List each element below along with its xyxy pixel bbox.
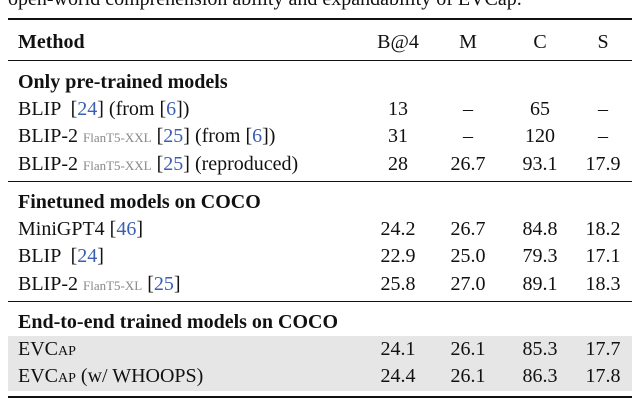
method-sub: FlanT5-XL [83, 277, 143, 293]
method-cite: 25 [153, 272, 174, 295]
row-shade [8, 335, 632, 364]
value-cell: 24.4 [380, 365, 416, 388]
value-cell: – [463, 125, 473, 148]
method-cell: BLIP-2 FlanT5-XXL [25] (from [6]) [18, 123, 275, 149]
header-cell: C [533, 31, 547, 53]
value-cell: – [598, 125, 608, 148]
header-cell: B@4 [377, 31, 419, 53]
value-cell: 85.3 [522, 337, 558, 360]
value-cell: 120 [525, 125, 555, 148]
value-cell: 26.1 [450, 337, 486, 360]
row-shade [8, 363, 632, 392]
value-cell: 25.0 [450, 245, 486, 268]
value-cell: 17.7 [585, 337, 621, 360]
method-text: [ [142, 272, 154, 295]
method-text: ] (from [ [97, 98, 167, 120]
caption: open-world comprehension ability and exp… [8, 0, 522, 12]
method-text: BLIP [ [18, 245, 78, 268]
value-cell: 24.1 [380, 337, 416, 360]
method-cell: BLIP-2 FlanT5-XXL [25] (reproduced) [18, 151, 298, 177]
method-cell: BLIP-2 FlanT5-XL [25] [18, 271, 181, 297]
method-text: MiniGPT4 [ [18, 217, 117, 240]
method-text: BLIP [ [18, 98, 78, 120]
value-cell: 93.1 [522, 152, 558, 175]
group-title: Finetuned models on COCO [18, 190, 261, 213]
method-text: ] [136, 217, 144, 240]
value-cell: 89.1 [522, 272, 558, 295]
value-cell: 25.8 [380, 272, 416, 295]
value-cell: 65 [530, 98, 550, 120]
method-smallcaps: EVCap [18, 337, 76, 360]
method-sub: FlanT5-XXL [83, 157, 152, 173]
method-text: [ [151, 125, 164, 148]
rule [8, 300, 632, 302]
rule [8, 18, 632, 20]
header-cell: M [459, 31, 477, 53]
value-cell: 86.3 [522, 365, 558, 388]
header-cell: S [597, 31, 609, 53]
method-cite: 25 [163, 125, 184, 148]
value-cell: 31 [388, 125, 408, 148]
value-cell: 26.7 [450, 152, 486, 175]
method-cell: EVCap [18, 336, 76, 362]
value-cell: 17.1 [585, 245, 621, 268]
value-cell: 18.2 [585, 217, 621, 240]
method-cite: 6 [252, 125, 263, 148]
value-cell: 84.8 [522, 217, 558, 240]
method-cell: MiniGPT4 [46] [18, 216, 143, 242]
rule [8, 180, 632, 183]
value-cell: 28 [388, 152, 408, 175]
method-text: ]) [262, 125, 276, 148]
method-cite: 25 [163, 152, 184, 175]
method-cite: 24 [77, 98, 98, 120]
method-text: ]) [176, 98, 190, 120]
value-cell: 26.1 [450, 365, 486, 388]
method-text: ] [173, 272, 181, 295]
value-cell: 22.9 [380, 245, 416, 268]
value-cell: 24.2 [380, 217, 416, 240]
method-cell: BLIP [24] [18, 243, 104, 269]
method-text: ] (reproduced) [183, 152, 299, 175]
method-sub: FlanT5-XXL [83, 130, 152, 146]
value-cell: 18.3 [585, 272, 621, 295]
value-cell: 17.9 [585, 152, 621, 175]
value-cell: 17.8 [585, 365, 621, 388]
method-cite: 6 [166, 98, 177, 120]
value-cell: 27.0 [450, 272, 486, 295]
header-cell: Method [18, 31, 85, 53]
method-text: ] [97, 245, 104, 268]
rule [8, 60, 632, 62]
method-text: BLIP-2 [18, 125, 83, 148]
value-cell: 79.3 [522, 245, 558, 268]
method-text: (w/ WHOOPS) [75, 365, 204, 388]
group-title: End-to-end trained models on COCO [18, 310, 339, 333]
method-text: BLIP-2 [18, 152, 83, 175]
method-cell: BLIP [24] (from [6]) [18, 96, 189, 122]
group-title: Only pre-trained models [18, 71, 228, 93]
method-cell: EVCap (w/ WHOOPS) [18, 363, 203, 389]
method-smallcaps: EVCap [18, 365, 76, 388]
method-cite: 24 [77, 245, 98, 268]
value-cell: 13 [388, 98, 408, 120]
value-cell: – [598, 98, 608, 120]
value-cell: – [463, 98, 473, 120]
method-text: ] (from [ [183, 125, 253, 148]
value-cell: 26.7 [450, 217, 486, 240]
method-text: BLIP-2 [18, 272, 83, 295]
method-text: [ [151, 152, 164, 175]
method-cite: 46 [116, 217, 137, 240]
rule [8, 396, 632, 398]
